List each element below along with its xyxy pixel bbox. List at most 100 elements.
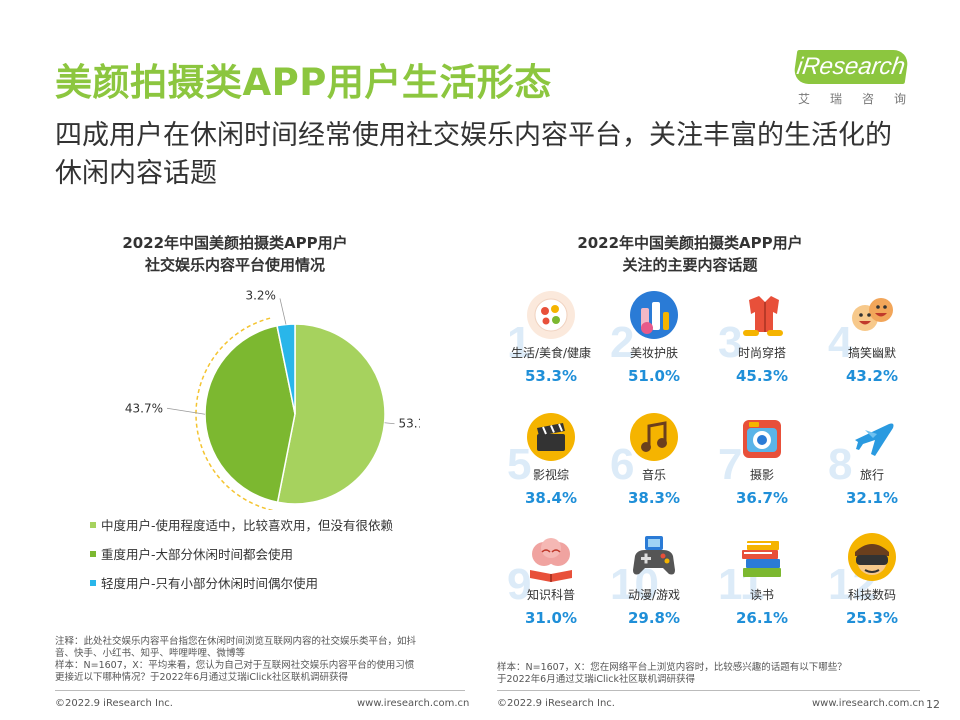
legend-item-light: 轻度用户-只有小部分休闲时间偶尔使用 [90,573,318,592]
topic-item: 8 旅行 32.1% [822,410,922,525]
legend-item-moderate: 中度用户-使用程度适中，比较喜欢用，但没有很依赖 [90,515,393,534]
topic-rank-number: 8 [828,440,853,489]
brain-book-icon [530,538,572,582]
legend-label: 重度用户-大部分休闲时间都会使用 [101,547,294,562]
footer-divider [497,690,920,691]
pie-slice-heavy [204,324,296,504]
left-footnote: 注释：此处社交娱乐内容平台指您在休闲时间浏览互联网内容的社交娱乐类平台，如抖 音… [55,636,475,684]
topic-item: 3 时尚穿搭 45.3% [712,288,812,403]
topic-item: 12 科技数码 25.3% [822,530,922,645]
logo-cn-char: 艾 [798,92,811,106]
topic-percentage: 25.3% [845,609,899,627]
logo-brand: iResearch [792,50,910,84]
topic-label: 摄影 [749,468,774,482]
footnote-line: 样本：N=1607，X：您在网络平台上浏览内容时，比较感兴趣的话题有以下哪些？ [497,662,847,673]
topic-rank-number: 2 [610,318,635,367]
clothing-icon [743,296,783,336]
legend-swatch [90,579,96,586]
topics-chart-title-line: 2022年中国美颜拍摄类APP用户 [577,234,803,252]
topic-percentage: 26.1% [735,609,789,627]
logo-cn-char: 咨 [861,92,874,106]
camera-icon [743,420,781,458]
footnote-line: 音、快手、小红书、知乎、哔哩哔哩、微博等 [55,648,246,659]
topic-percentage: 45.3% [735,367,789,385]
book-stack-icon [742,541,781,577]
topic-label: 时尚穿搭 [737,346,786,360]
topic-label: 动漫/游戏 [627,588,681,602]
topic-percentage: 29.8% [627,609,681,627]
salad-plate-icon [527,291,575,339]
footer-copyright: ©2022.9 iResearch Inc. [55,698,173,709]
topic-percentage: 38.3% [627,489,681,507]
topic-item: 10 动漫/游戏 29.8% [604,530,704,645]
topic-percentage: 31.0% [524,609,578,627]
footnote-line: 样本：N=1607，X：平均来看，您认为自己对于互联网社交娱乐内容平台的使用习惯 [55,660,415,671]
gamepad-icon [633,536,675,575]
topic-rank-number: 6 [610,440,635,489]
topic-item: 1 生活/美食/健康 53.3% [501,288,601,403]
logo-cn-char: 瑞 [829,92,842,106]
topic-item: 7 摄影 36.7% [712,410,812,525]
topics-chart-title-line: 关注的主要内容话题 [622,256,758,274]
topic-percentage: 53.3% [524,367,578,385]
page-number: 12 [926,698,940,711]
pie-leader-line [166,407,206,415]
pie-leader-line [279,298,287,325]
logo-cn-text: 艾 瑞 咨 询 [798,90,906,107]
footnote-line: 更接近以下哪种情况？于2022年6月通过艾瑞iClick社区联机调研获得 [55,672,348,683]
topic-percentage: 32.1% [845,489,899,507]
footer-url: www.iresearch.com.cn [357,698,470,709]
topic-percentage: 38.4% [524,489,578,507]
topic-label: 读书 [749,588,774,602]
right-footnote: 样本：N=1607，X：您在网络平台上浏览内容时，比较感兴趣的话题有以下哪些？ … [497,662,917,686]
topic-rank-number: 4 [828,318,853,367]
topic-label: 知识科普 [526,588,575,602]
pie-chart-title-line: 社交娱乐内容平台使用情况 [144,256,325,274]
topics-chart-title: 2022年中国美颜拍摄类APP用户 关注的主要内容话题 [510,232,870,276]
legend-label: 轻度用户-只有小部分休闲时间偶尔使用 [101,576,319,591]
pie-chart-title: 2022年中国美颜拍摄类APP用户 社交娱乐内容平台使用情况 [70,232,400,276]
topic-rank-number: 3 [718,318,743,367]
topic-item: 6 音乐 38.3% [604,410,704,525]
topic-rank-number: 9 [507,560,532,609]
topic-percentage: 43.2% [845,367,899,385]
pie-highlight-arc [195,317,273,510]
film-clapper-icon [527,413,575,461]
iresearch-logo: iResearch 艾 瑞 咨 询 [784,50,914,110]
logo-cn-char: 询 [893,92,906,106]
topic-rank-number: 5 [507,440,532,489]
topic-item: 11 读书 26.1% [712,530,812,645]
topic-label: 影视综 [532,468,569,482]
vr-headset-icon [848,533,896,581]
topic-item: 5 影视综 38.4% [501,410,601,525]
footer-divider [55,690,465,691]
pie-data-label: 43.7% [125,401,163,415]
topic-item: 2 美妆护肤 51.0% [604,288,704,403]
topic-label: 音乐 [641,468,666,482]
pie-data-label: 3.2% [245,290,276,302]
topic-label: 生活/美食/健康 [510,346,592,360]
footer-url: www.iresearch.com.cn [812,698,925,709]
footnote-line: 注释：此处社交娱乐内容平台指您在休闲时间浏览互联网内容的社交娱乐类平台，如抖 [55,636,417,647]
topic-label: 旅行 [859,468,884,482]
pie-data-label: 53.1% [399,417,420,431]
footer-copyright: ©2022.9 iResearch Inc. [497,698,615,709]
topic-rank-number: 7 [718,440,743,489]
legend-swatch [90,550,96,557]
page-subtitle: 四成用户在休闲时间经常使用社交娱乐内容平台，关注丰富的生活化的休闲内容话题 [55,120,892,189]
topic-label: 美妆护肤 [629,346,678,360]
topic-percentage: 36.7% [735,489,789,507]
legend-label: 中度用户-使用程度适中，比较喜欢用，但没有很依赖 [101,518,394,533]
airplane-icon [855,423,894,456]
page-title: 美颜拍摄类APP用户生活形态 [55,61,552,104]
laughing-faces-icon [852,298,893,331]
topic-item: 9 知识科普 31.0% [501,530,601,645]
usage-pie-chart: 53.1% 43.7% 3.2% [125,290,420,510]
pie-chart-title-line: 2022年中国美颜拍摄类APP用户 [122,234,348,252]
topic-rank-number: 1 [507,318,532,367]
legend-swatch [90,521,96,528]
topic-percentage: 51.0% [627,367,681,385]
music-note-icon [630,413,678,461]
cosmetics-icon [630,291,678,339]
footnote-line: 于2022年6月通过艾瑞iClick社区联机调研获得 [497,674,695,685]
